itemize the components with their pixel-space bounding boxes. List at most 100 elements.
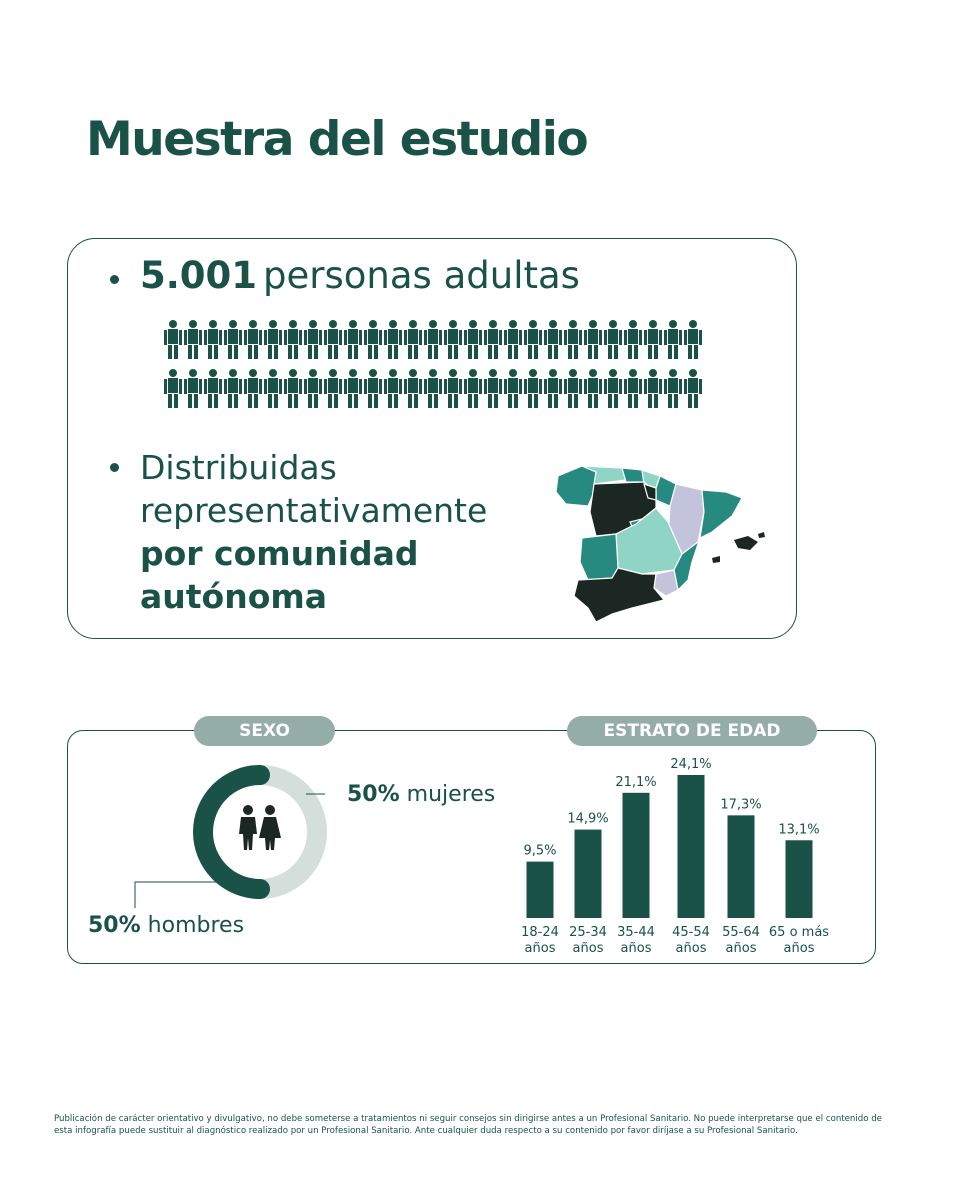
person-icon [244,369,262,408]
bar-value-label: 21,1% [615,775,656,790]
bar-value-label: 24,1% [670,757,711,772]
person-icon [524,369,542,408]
bar-category-label: 35-44 [617,925,655,940]
age-bar-chart: 9,5%18-24años14,9%25-34años21,1%35-44año… [521,757,829,956]
person-icon [644,369,662,408]
donut-slices [193,765,327,899]
bar-category-label: 55-64 [722,925,760,940]
person-icon [404,320,422,359]
men-text: hombres [147,913,245,938]
person-icon [164,369,182,408]
person-icon [464,320,482,359]
person-icon [464,369,482,408]
person-icon [684,369,702,408]
women-pct: 50% [347,782,400,807]
map-region [655,475,677,507]
person-icon [644,320,662,359]
map-region [734,536,758,550]
bars-group: 9,5%18-24años14,9%25-34años21,1%35-44año… [521,757,829,956]
person-icon [564,369,582,408]
edad-header: ESTRATO DE EDAD [567,716,817,746]
bar-3 [677,775,705,918]
person-icon [224,320,242,359]
person-icon [604,320,622,359]
bar-value-label: 14,9% [567,812,608,827]
bar-category-label: años [525,941,556,956]
person-icon [584,369,602,408]
person-icon [484,369,502,408]
bar-value-label: 9,5% [523,844,556,859]
person-icon [364,320,382,359]
person-icon [604,369,622,408]
bar-category-label: años [573,941,604,956]
map-region [621,467,645,483]
bullet [110,463,119,472]
person-icon [484,320,502,359]
person-icon [664,369,682,408]
bullet [110,275,119,284]
person-icon [204,320,222,359]
person-icon [384,320,402,359]
map-region [573,567,666,623]
person-icon [624,369,642,408]
person-icon [584,320,602,359]
sample-label: personas adultas [263,254,580,297]
men-label: 50% hombres [88,913,244,938]
bar-category-label: años [784,941,815,956]
bar-category-label: años [726,941,757,956]
map-region [581,465,627,485]
person-icon [504,369,522,408]
person-icon [324,320,342,359]
sample-card [67,238,797,639]
person-icon [504,320,522,359]
map-region [643,483,657,501]
distribution-text: Distribuidas representativamente por com… [140,446,487,618]
bar-category-label: 25-34 [569,925,607,940]
person-icon [284,369,302,408]
bar-category-label: 45-54 [672,925,710,940]
distribution-line-3: por comunidad [140,534,419,573]
person-icon [384,369,402,408]
person-icon [344,369,362,408]
bar-category-label: años [676,941,707,956]
distribution-line-1: Distribuidas [140,448,337,487]
couple-icon [239,805,281,850]
person-icon [204,369,222,408]
demographics-card [67,730,876,964]
map-region [699,489,743,540]
map-region [555,465,597,507]
person-icon [304,369,322,408]
person-icon [624,320,642,359]
sample-heading: 5.001 personas adultas [140,254,580,297]
bar-4 [727,815,755,918]
people-row-1-icon [164,320,702,359]
bar-2 [622,792,650,918]
bar-value-label: 17,3% [720,797,761,812]
people-row-2-icon [164,369,702,408]
person-icon [224,369,242,408]
distribution-line-2: representativamente [140,491,488,530]
person-icon [684,320,702,359]
person-icon [284,320,302,359]
person-icon [404,369,422,408]
person-icon [544,320,562,359]
map-region [712,556,720,563]
person-icon [424,369,442,408]
person-icon [564,320,582,359]
distribution-line-4: autónoma [140,577,328,616]
person-icon [164,320,182,359]
person-icon [244,320,262,359]
page-title: Muestra del estudio [86,112,589,167]
women-label: 50% mujeres [347,782,495,807]
bar-5 [785,840,813,918]
disclaimer-footer: Publicación de carácter orientativo y di… [54,1114,882,1136]
person-icon [264,369,282,408]
sample-number: 5.001 [140,254,258,297]
person-icon [304,320,322,359]
bar-0 [526,861,554,918]
person-icon [444,320,462,359]
person-icon [444,369,462,408]
bar-category-label: 65 o más [769,925,829,940]
person-icon [184,320,202,359]
donut-slice-mujeres [259,765,327,899]
